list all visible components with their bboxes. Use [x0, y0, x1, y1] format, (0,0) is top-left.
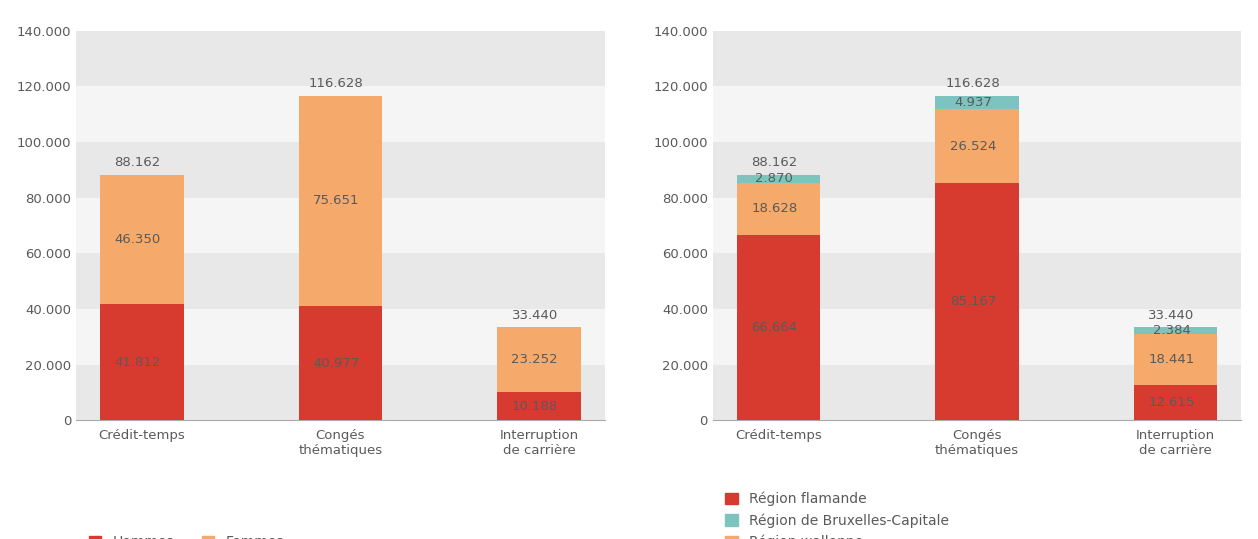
Legend: Hommes, Femmes: Hommes, Femmes	[83, 530, 289, 539]
Bar	[77, 86, 605, 142]
Text: 88.162: 88.162	[751, 156, 798, 169]
Bar	[1133, 327, 1218, 334]
Bar	[77, 253, 605, 309]
Bar	[713, 86, 1242, 142]
Text: 66.664: 66.664	[751, 321, 798, 334]
Text: 33.440: 33.440	[1149, 309, 1195, 322]
Text: 23.252: 23.252	[512, 353, 559, 366]
Bar	[713, 253, 1242, 309]
Bar	[936, 183, 1019, 420]
Bar	[936, 109, 1019, 183]
Bar	[77, 198, 605, 253]
Bar	[713, 31, 1242, 86]
Bar	[298, 306, 382, 420]
Bar	[713, 309, 1242, 365]
Bar	[77, 31, 605, 86]
Bar	[737, 183, 820, 235]
Bar	[737, 175, 820, 183]
Bar	[497, 327, 581, 392]
Text: 33.440: 33.440	[512, 309, 559, 322]
Bar	[101, 175, 184, 304]
Text: 26.524: 26.524	[950, 140, 996, 153]
Text: 18.441: 18.441	[1149, 353, 1195, 366]
Bar	[713, 198, 1242, 253]
Text: 10.188: 10.188	[512, 400, 559, 413]
Text: 4.937: 4.937	[954, 96, 991, 109]
Text: 41.812: 41.812	[114, 356, 161, 369]
Bar	[713, 142, 1242, 198]
Bar	[737, 235, 820, 420]
Text: 46.350: 46.350	[114, 233, 161, 246]
Bar	[77, 309, 605, 365]
Bar	[713, 365, 1242, 420]
Text: 18.628: 18.628	[751, 202, 798, 216]
Text: 85.167: 85.167	[950, 295, 996, 308]
Text: 88.162: 88.162	[114, 156, 161, 169]
Text: 2.870: 2.870	[755, 172, 794, 185]
Bar	[1133, 334, 1218, 385]
Text: 12.615: 12.615	[1149, 396, 1195, 409]
Bar	[77, 142, 605, 198]
Text: 40.977: 40.977	[313, 357, 360, 370]
Text: 116.628: 116.628	[309, 77, 364, 90]
Legend: Région flamande, Région de Bruxelles-Capitale, Région wallonne: Région flamande, Région de Bruxelles-Cap…	[720, 486, 955, 539]
Bar	[298, 95, 382, 306]
Bar	[936, 95, 1019, 109]
Bar	[77, 365, 605, 420]
Text: 2.384: 2.384	[1152, 324, 1190, 337]
Text: 116.628: 116.628	[946, 77, 1000, 90]
Bar	[1133, 385, 1218, 420]
Bar	[101, 304, 184, 420]
Text: 75.651: 75.651	[313, 195, 360, 208]
Bar	[497, 392, 581, 420]
